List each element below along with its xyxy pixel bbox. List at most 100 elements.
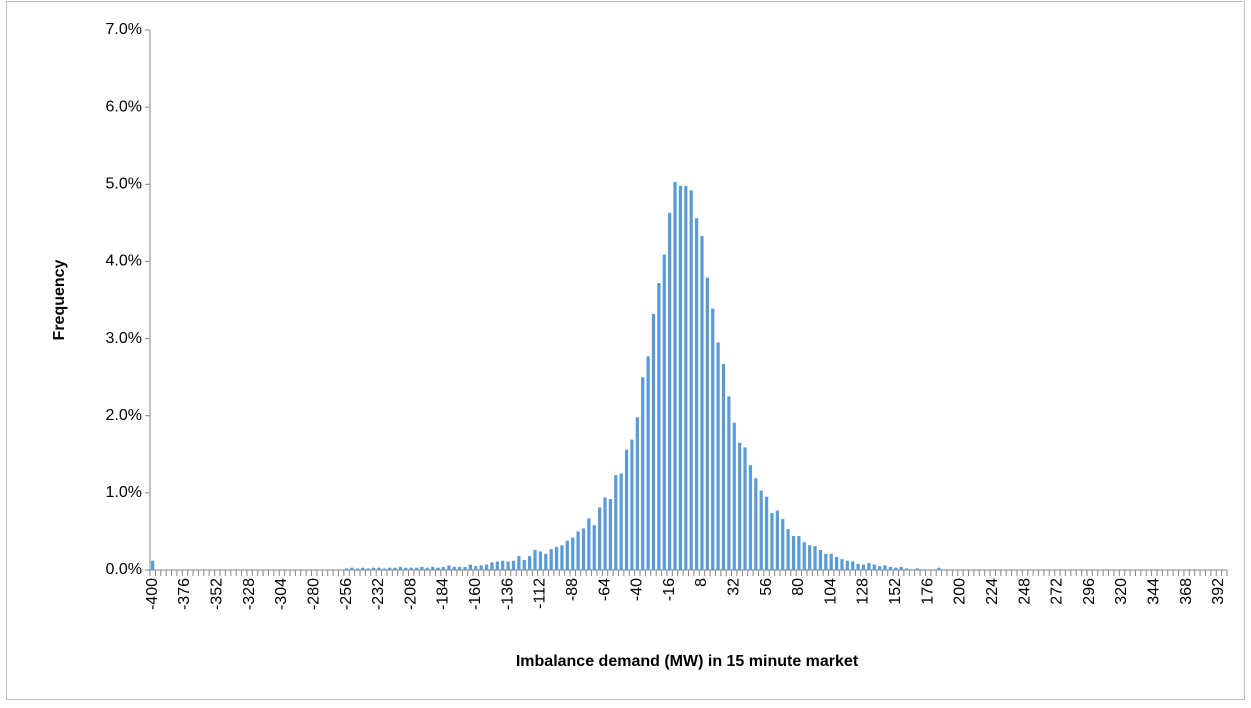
bar: [382, 568, 386, 570]
bar: [404, 567, 408, 570]
bar: [662, 254, 666, 570]
chart-frame: [6, 1, 1245, 700]
bar: [344, 568, 349, 570]
bar: [845, 560, 849, 570]
x-tick-label: -352: [209, 578, 226, 610]
bar: [484, 564, 489, 570]
x-tick-label: -184: [435, 578, 452, 610]
bar: [748, 465, 753, 570]
bar: [425, 567, 429, 570]
x-tick-label: 248: [1016, 578, 1033, 605]
bar: [447, 565, 451, 570]
bar: [840, 559, 844, 570]
bar: [441, 566, 446, 570]
x-tick-label: -112: [532, 578, 549, 609]
bar: [711, 308, 715, 570]
y-tick-label: 0.0%: [106, 561, 142, 578]
bar: [355, 568, 359, 570]
bar: [781, 519, 785, 570]
bar: [528, 556, 532, 570]
bar: [851, 561, 855, 570]
y-tick-label: 5.0%: [106, 176, 142, 193]
bar: [635, 417, 639, 570]
bar: [743, 447, 747, 570]
x-tick-label: -136: [499, 578, 516, 610]
bar: [641, 377, 645, 570]
bar: [533, 549, 537, 570]
bar: [721, 364, 726, 570]
x-tick-label: -88: [564, 578, 581, 601]
bar: [754, 478, 758, 570]
x-tick-label: 344: [1146, 578, 1163, 605]
bar: [824, 553, 828, 570]
bar: [883, 565, 887, 570]
x-tick-label: -400: [144, 578, 161, 610]
bar: [458, 566, 462, 570]
bar: [872, 564, 876, 570]
bar: [624, 449, 629, 570]
x-tick-label: -16: [661, 578, 678, 601]
x-tick-label: 176: [919, 578, 936, 605]
bar: [673, 181, 677, 570]
bar: [808, 545, 812, 570]
bar: [350, 567, 354, 570]
x-tick-label: -208: [402, 578, 419, 610]
bar: [598, 507, 602, 570]
bar: [571, 537, 575, 570]
bar: [436, 567, 440, 570]
x-tick-label: 272: [1049, 578, 1066, 605]
bar: [716, 342, 720, 570]
bar: [764, 496, 769, 570]
x-tick-label: 152: [887, 578, 904, 605]
bar: [646, 356, 650, 570]
bar: [915, 568, 919, 570]
x-tick-label: 392: [1210, 578, 1227, 605]
bar: [878, 566, 882, 570]
bar: [388, 567, 392, 570]
x-tick-label: 128: [855, 578, 872, 605]
x-tick-label: -160: [467, 578, 484, 610]
bar: [657, 283, 661, 570]
bar: [738, 442, 742, 570]
bar: [544, 553, 548, 570]
bar: [463, 566, 467, 570]
bar: [511, 560, 516, 570]
bar: [393, 567, 397, 570]
x-tick-label: 56: [758, 578, 775, 596]
bar: [904, 568, 909, 570]
bar: [797, 536, 801, 570]
bar: [802, 542, 806, 570]
bar: [894, 567, 898, 570]
bar: [668, 212, 672, 571]
bar: [888, 566, 893, 570]
bar: [861, 564, 866, 570]
x-tick-label: 224: [984, 578, 1001, 605]
bar: [414, 567, 419, 570]
y-tick-label: 1.0%: [106, 484, 142, 501]
bar: [371, 567, 376, 570]
bar: [856, 563, 860, 570]
bar: [366, 568, 370, 570]
bar: [834, 556, 839, 570]
bar: [694, 218, 699, 570]
x-tick-label: -376: [176, 578, 193, 610]
x-axis-title: Imbalance demand (MW) in 15 minute marke…: [516, 653, 859, 670]
bar: [700, 235, 704, 570]
x-tick-label: 8: [693, 578, 710, 587]
bar: [775, 510, 779, 570]
bar: [619, 473, 623, 570]
bar: [727, 396, 731, 570]
bar: [630, 439, 634, 570]
x-tick-label: 104: [822, 578, 839, 605]
x-tick-label: -40: [629, 578, 646, 601]
x-tick-label: 80: [790, 578, 807, 596]
bar: [689, 190, 693, 570]
bar: [678, 185, 683, 571]
x-tick-label: 296: [1081, 578, 1098, 605]
bar: [759, 490, 763, 570]
bar: [538, 551, 543, 570]
bar: [468, 564, 473, 570]
bar: [452, 566, 456, 570]
bar: [474, 566, 478, 570]
bar: [937, 567, 941, 570]
